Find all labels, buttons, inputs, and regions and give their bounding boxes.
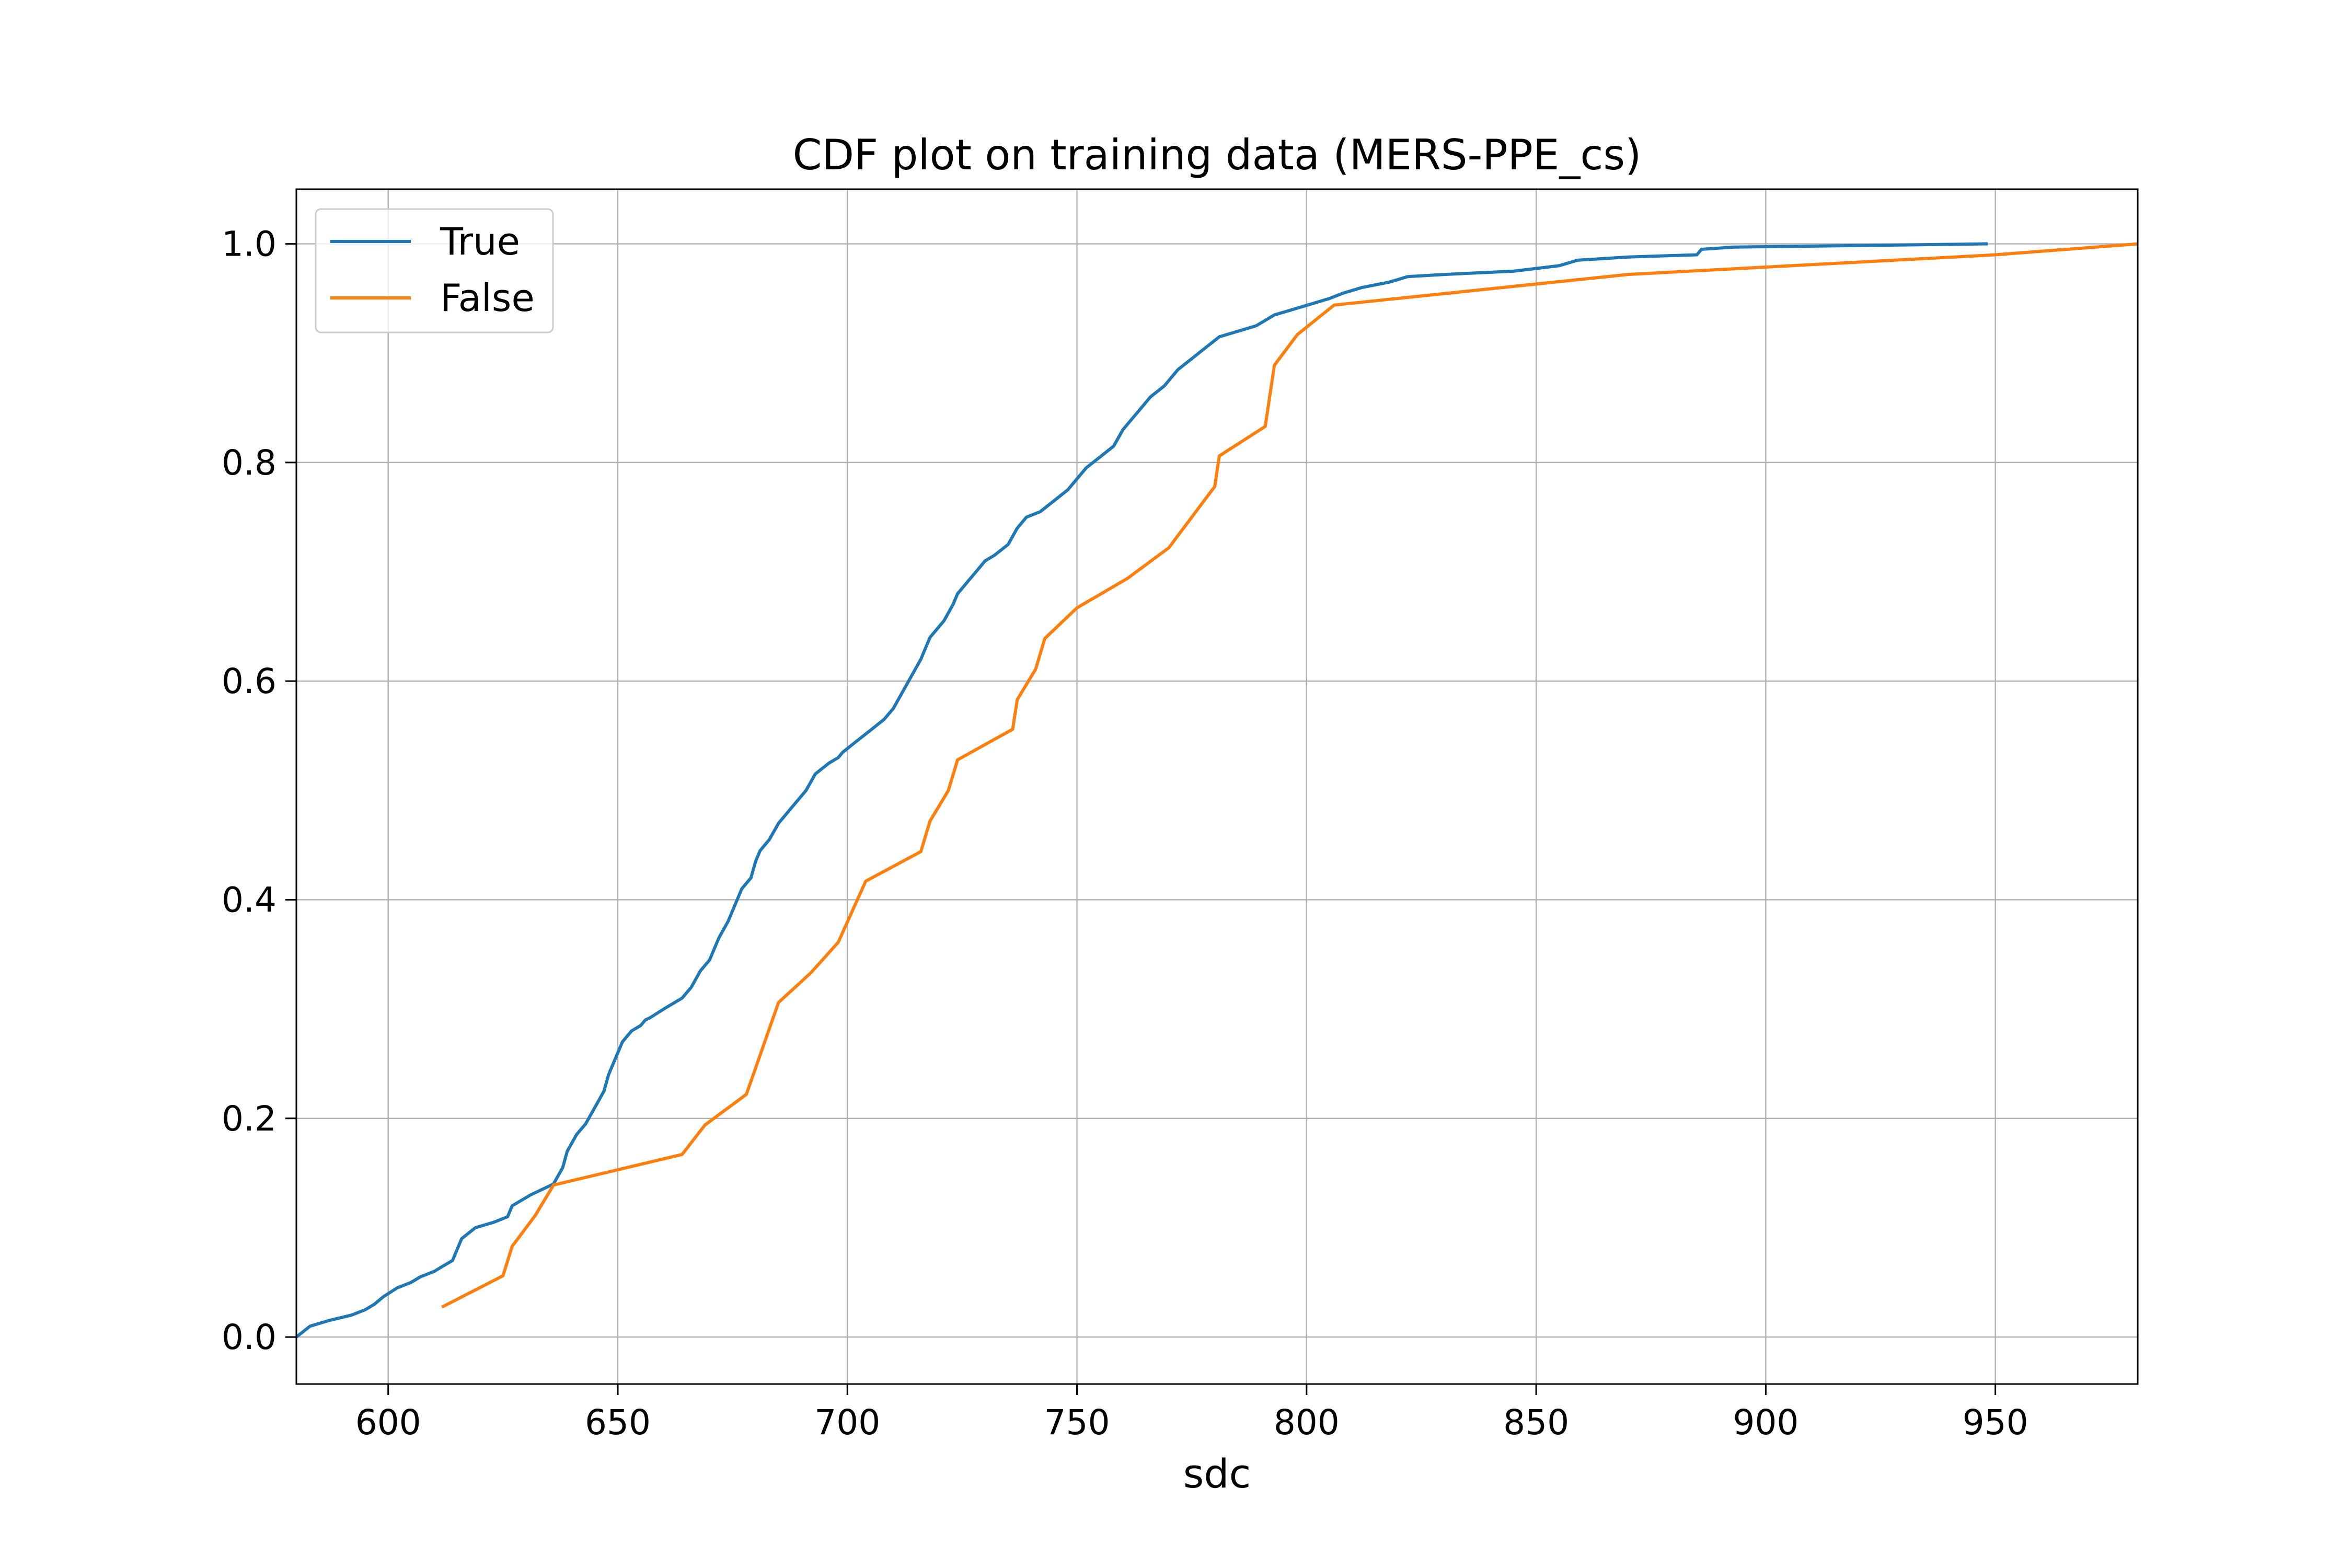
legend: True False bbox=[315, 208, 554, 333]
axis-ticks: 600 650 700 750 800 850 900 950 0.0 0.2 0.4 0.6 0.8 1… bbox=[222, 224, 2028, 1443]
x-tick-label: 650 bbox=[585, 1402, 651, 1443]
legend-label-true: True bbox=[440, 220, 520, 263]
x-tick-label: 850 bbox=[1503, 1402, 1569, 1443]
grid bbox=[296, 189, 2138, 1384]
x-tick-label: 800 bbox=[1274, 1402, 1340, 1443]
x-tick-label: 950 bbox=[1963, 1402, 2028, 1443]
x-axis-label: sdc bbox=[1183, 1450, 1251, 1497]
y-tick-label: 1.0 bbox=[222, 224, 276, 264]
x-tick-label: 700 bbox=[814, 1402, 880, 1443]
x-tick-label: 900 bbox=[1733, 1402, 1798, 1443]
x-tick-label: 750 bbox=[1044, 1402, 1110, 1443]
legend-label-false: False bbox=[440, 276, 535, 320]
y-tick-label: 0.4 bbox=[222, 880, 276, 920]
series-line-true bbox=[296, 242, 1988, 1339]
plot-lines bbox=[296, 242, 2138, 1339]
y-tick-label: 0.2 bbox=[222, 1099, 276, 1139]
y-tick-label: 0.6 bbox=[222, 661, 276, 701]
series-line-false bbox=[441, 242, 2138, 1309]
plot-frame bbox=[295, 188, 2139, 1385]
x-tick-label: 600 bbox=[355, 1402, 421, 1443]
y-tick-label: 0.8 bbox=[222, 443, 276, 483]
y-tick-label: 0.0 bbox=[222, 1317, 276, 1357]
chart-title: CDF plot on training data (MERS-PPE_cs) bbox=[793, 131, 1642, 179]
